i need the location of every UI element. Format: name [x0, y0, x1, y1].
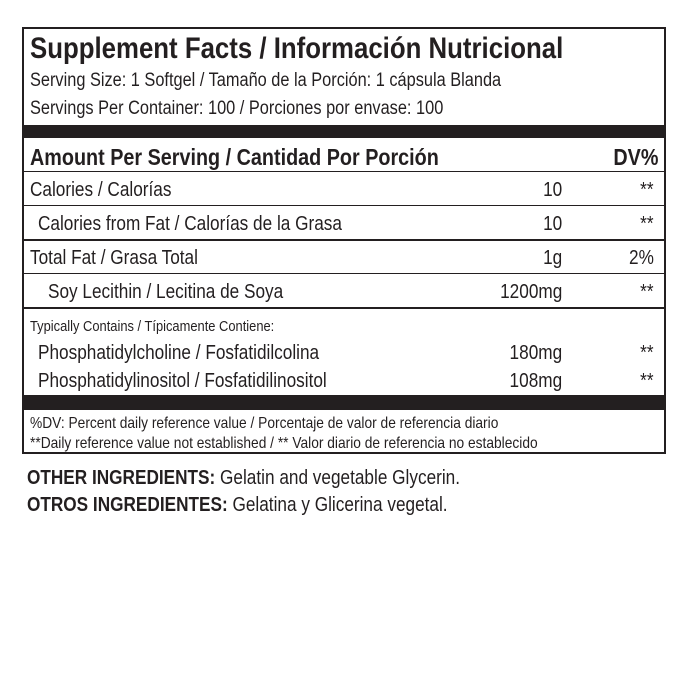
nutrient-dv: ** — [640, 342, 654, 364]
column-header: Amount Per Serving / Cantidad Por Porció… — [30, 144, 439, 170]
ingredients-line: OTROS INGREDIENTES: Gelatina y Glicerina… — [27, 495, 448, 515]
nutrient-amount: 10 — [542, 213, 562, 235]
footnote: %DV: Percent daily reference value / Por… — [30, 415, 499, 432]
nutrient-dv: ** — [640, 213, 654, 235]
nutrient-amount: 180mg — [509, 342, 562, 364]
nutrient-dv: ** — [640, 179, 654, 201]
nutrient-name: Calories / Calorías — [30, 179, 172, 201]
ingredients-label: OTHER INGREDIENTS: — [27, 467, 216, 489]
nutrient-amount: 1g — [542, 247, 562, 269]
nutrient-name: Soy Lecithin / Lecitina de Soya — [48, 281, 284, 303]
nutrient-name: Calories from Fat / Calorías de la Grasa — [38, 213, 342, 235]
nutrient-name: Total Fat / Grasa Total — [30, 247, 198, 269]
footnote: **Daily reference value not established … — [30, 435, 538, 452]
rule — [24, 307, 666, 309]
nutrient-amount: 10 — [542, 179, 562, 201]
title: Supplement Facts / Información Nutricion… — [30, 32, 564, 65]
column-header: DV% — [612, 144, 658, 170]
ingredients-label: OTROS INGREDIENTES: — [27, 494, 228, 516]
rule — [24, 205, 666, 206]
nutrient-name: Phosphatidylinositol / Fosfatidilinosito… — [38, 370, 327, 392]
thick-rule — [24, 395, 666, 410]
nutrient-dv: ** — [640, 281, 654, 303]
nutrient-amount: 1200mg — [499, 281, 562, 303]
ingredients-text: Gelatin and vegetable Glycerin. — [220, 467, 461, 489]
rule — [24, 239, 666, 241]
ingredients-text: Gelatina y Glicerina vegetal. — [232, 494, 448, 516]
rule — [24, 171, 666, 172]
nutrient-dv: 2% — [629, 247, 654, 269]
thick-rule — [24, 125, 666, 138]
nutrient-amount: 108mg — [509, 370, 562, 392]
serving-size: Serving Size: 1 Softgel / Tamaño de la P… — [30, 70, 502, 91]
typical-heading: Typically Contains / Típicamente Contien… — [30, 318, 275, 335]
rule — [24, 273, 666, 274]
ingredients-line: OTHER INGREDIENTS: Gelatin and vegetable… — [27, 468, 460, 488]
servings-per-container: Servings Per Container: 100 / Porciones … — [30, 98, 444, 119]
nutrient-dv: ** — [640, 370, 654, 392]
nutrient-name: Phosphatidylcholine / Fosfatidilcolina — [38, 342, 320, 364]
